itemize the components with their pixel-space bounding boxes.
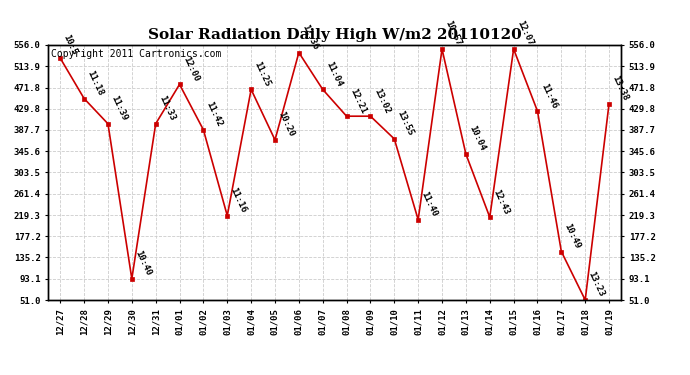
Text: 11:16: 11:16 (228, 186, 248, 214)
Text: 10:40: 10:40 (133, 249, 152, 278)
Text: 11:25: 11:25 (253, 60, 272, 88)
Text: 12:36: 12:36 (300, 23, 319, 51)
Text: 11:39: 11:39 (109, 94, 129, 122)
Text: 11:18: 11:18 (86, 69, 105, 97)
Text: 13:02: 13:02 (372, 87, 391, 115)
Text: 10:57: 10:57 (444, 20, 463, 48)
Text: 11:33: 11:33 (157, 94, 177, 122)
Text: 12:21: 12:21 (348, 87, 368, 115)
Text: 11:42: 11:42 (205, 100, 224, 129)
Text: 11:04: 11:04 (324, 60, 344, 88)
Text: 12:43: 12:43 (491, 188, 511, 216)
Text: 10:5: 10:5 (61, 33, 79, 57)
Text: 10:49: 10:49 (563, 222, 582, 250)
Text: 13:55: 13:55 (395, 110, 415, 138)
Title: Solar Radiation Daily High W/m2 20110120: Solar Radiation Daily High W/m2 20110120 (148, 28, 522, 42)
Text: 10:20: 10:20 (277, 110, 296, 138)
Text: 11:46: 11:46 (539, 82, 558, 110)
Text: 12:07: 12:07 (515, 20, 535, 48)
Text: Copyright 2011 Cartronics.com: Copyright 2011 Cartronics.com (51, 49, 221, 59)
Text: 13:23: 13:23 (586, 270, 606, 298)
Text: 12:00: 12:00 (181, 55, 201, 83)
Text: 10:04: 10:04 (467, 124, 487, 153)
Text: 11:40: 11:40 (420, 190, 439, 218)
Text: 13:38: 13:38 (611, 74, 630, 102)
